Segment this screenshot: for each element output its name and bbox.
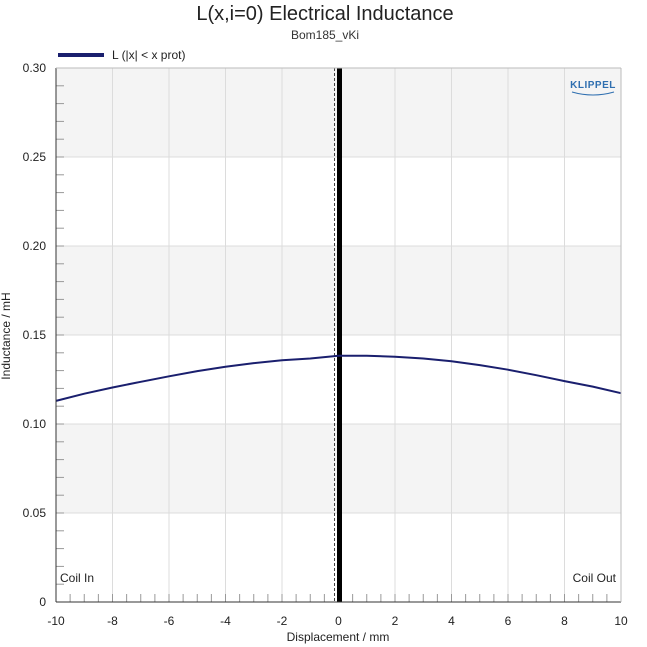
chart-subtitle: Bom185_vKi <box>291 28 359 42</box>
x-tick-label: -8 <box>107 614 118 628</box>
logo-swoosh <box>571 91 615 96</box>
x-tick-label: -6 <box>164 614 175 628</box>
x-tick-label: -2 <box>277 614 288 628</box>
x-tick-label: -4 <box>220 614 231 628</box>
x-tick-label: 0 <box>335 614 342 628</box>
klippel-logo: KLIPPEL <box>570 80 616 96</box>
y-tick-label: 0 <box>39 595 46 609</box>
x-tick-label: 4 <box>448 614 455 628</box>
y-tick-label: 0.10 <box>23 417 47 431</box>
y-tick-label: 0.20 <box>23 239 47 253</box>
y-tick-label: 0.30 <box>23 61 47 75</box>
x-tick-label: 8 <box>561 614 568 628</box>
rest-position-markers <box>334 68 342 602</box>
coil-out-label: Coil Out <box>573 571 617 585</box>
logo-text: KLIPPEL <box>570 80 616 91</box>
x-tick-label: 10 <box>614 614 628 628</box>
x-tick-label: 6 <box>505 614 512 628</box>
x-tick-label: -10 <box>47 614 65 628</box>
chart-title: L(x,i=0) Electrical Inductance <box>196 3 453 25</box>
x-tick-label: 2 <box>392 614 399 628</box>
x-tick-labels: -10 -8 -6 -4 -2 0 2 4 6 8 10 <box>47 614 628 628</box>
y-axis-label: Inductance / mH <box>0 292 13 379</box>
y-tick-labels: 0 0.05 0.10 0.15 0.20 0.25 0.30 <box>23 61 47 609</box>
series-layer <box>55 354 622 402</box>
axes-frame <box>55 67 622 603</box>
y-tick-label: 0.05 <box>23 506 47 520</box>
y-tick-label: 0.15 <box>23 328 47 342</box>
x-axis-label: Displacement / mm <box>287 630 390 644</box>
y-tick-label: 0.25 <box>23 150 47 164</box>
coil-in-label: Coil In <box>60 571 94 585</box>
legend-label: L (|x| < x prot) <box>112 48 185 62</box>
legend: L (|x| < x prot) <box>58 48 185 62</box>
series-line-inductance <box>55 354 622 402</box>
